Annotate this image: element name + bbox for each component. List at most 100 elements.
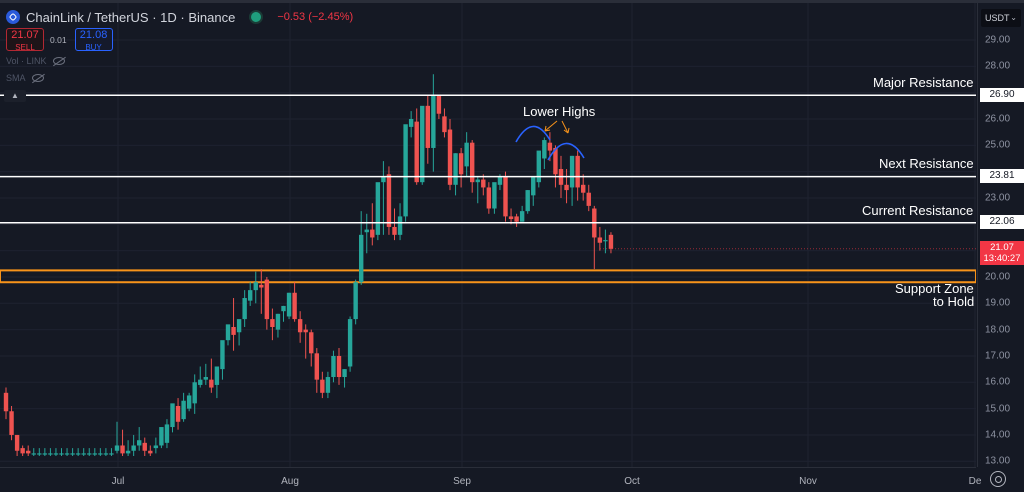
- candle-down: [608, 234, 614, 249]
- candle-up: [286, 292, 292, 317]
- eye-hidden-icon[interactable]: [31, 74, 44, 82]
- sell-label: SELL: [15, 43, 35, 52]
- candle-down: [458, 153, 464, 175]
- currency-selector[interactable]: USDT ⌄: [981, 9, 1021, 27]
- candle-down: [231, 326, 236, 335]
- candle-up: [364, 229, 369, 233]
- candle-down: [553, 147, 558, 175]
- candle-up: [453, 153, 458, 185]
- annotation-support-zone: Support Zone: [895, 281, 974, 296]
- candle-down: [3, 392, 9, 412]
- candle-up: [53, 453, 59, 455]
- candle-up: [497, 176, 503, 185]
- candle-up: [181, 400, 186, 420]
- arrow-head-icon: [563, 127, 570, 134]
- price-tick-label: 26.00: [985, 113, 1011, 125]
- time-axis[interactable]: Jul Aug Sep Oct Nov De: [0, 467, 981, 492]
- buy-button[interactable]: 21.08 BUY: [74, 28, 113, 52]
- candle-up: [242, 298, 247, 320]
- price-tag-major-resistance: 26.90: [980, 88, 1024, 102]
- candle-up: [420, 105, 425, 183]
- candle-up: [331, 355, 336, 378]
- candle-down: [386, 174, 392, 227]
- last-price-tag: 21.07 13:40:27: [980, 241, 1024, 265]
- candle-down: [547, 142, 553, 151]
- time-label-sep: Sep: [453, 476, 471, 487]
- spread-value: 0.01: [50, 34, 67, 45]
- candle-down: [20, 448, 25, 454]
- candle-down: [392, 226, 397, 235]
- candle-up: [403, 124, 408, 217]
- symbol-title[interactable]: ChainLink / TetherUS · 1D · Binance: [26, 9, 236, 25]
- indicator-sma[interactable]: SMA: [6, 73, 44, 83]
- candle-up: [225, 324, 231, 341]
- price-tick-label: 25.00: [985, 139, 1011, 151]
- candle-up: [253, 282, 258, 291]
- trade-panel: 21.07 SELL 0.01 21.08 BUY: [6, 28, 113, 52]
- candle-up: [137, 440, 142, 446]
- candle-up: [153, 445, 159, 449]
- candle-up: [75, 453, 81, 455]
- chart-plot-area[interactable]: [0, 3, 976, 467]
- candle-up: [220, 340, 225, 370]
- last-price: 21.07: [990, 242, 1014, 253]
- candle-up: [325, 377, 331, 393]
- candle-up: [342, 369, 347, 378]
- time-label-jul: Jul: [111, 476, 125, 487]
- lower-high-arc-2: [547, 142, 585, 161]
- eye-hidden-icon[interactable]: [52, 57, 65, 65]
- candle-down: [26, 450, 31, 454]
- collapse-legend-button[interactable]: ▲: [4, 90, 26, 102]
- arrow-icon: [561, 120, 569, 134]
- candle-up: [92, 453, 97, 455]
- candle-up: [70, 453, 75, 455]
- candle-up: [48, 453, 53, 455]
- price-tag-next-resistance: 23.81: [980, 169, 1024, 183]
- symbol-legend[interactable]: ChainLink / TetherUS · 1D · Binance −0.5…: [6, 8, 353, 26]
- candle-up: [603, 240, 608, 242]
- candle-up: [475, 179, 480, 183]
- candle-up: [203, 377, 208, 380]
- candle-up: [542, 140, 547, 159]
- candle-up: [131, 445, 136, 451]
- annotation-support-zone-line2: to Hold: [933, 294, 975, 309]
- candlestick-chart[interactable]: [0, 3, 976, 467]
- candle-down: [597, 237, 603, 243]
- candle-up: [275, 313, 281, 330]
- candle-down: [270, 319, 275, 327]
- settings-gear-icon[interactable]: [990, 471, 1006, 487]
- indicator-volume[interactable]: Vol · LINK: [6, 56, 65, 66]
- candle-down: [336, 355, 342, 378]
- candle-down: [486, 187, 492, 209]
- candle-down: [309, 332, 314, 354]
- candle-down: [320, 379, 325, 393]
- candle-down: [120, 445, 125, 454]
- candle-down: [581, 184, 586, 193]
- market-open-status-icon: [251, 12, 262, 22]
- price-tick-label: 20.00: [985, 271, 1011, 283]
- candle-up: [42, 453, 48, 455]
- candle-up: [381, 176, 386, 183]
- candle-up: [248, 290, 253, 301]
- candle-up: [347, 319, 353, 367]
- candle-up: [159, 427, 164, 446]
- sell-button[interactable]: 21.07 SELL: [6, 28, 44, 52]
- candle-down: [259, 284, 264, 288]
- currency-label: USDT: [985, 13, 1010, 23]
- candle-down: [442, 116, 447, 133]
- price-tick-label: 19.00: [985, 297, 1011, 309]
- candle-up: [109, 453, 114, 455]
- candle-up: [59, 453, 64, 455]
- candle-down: [14, 434, 20, 451]
- price-axis[interactable]: USDT ⌄ 29.00 28.00 26.00 25.00 23.00 20.00 19.…: [977, 3, 1024, 467]
- candle-up: [98, 453, 103, 455]
- candle-down: [586, 192, 591, 206]
- buy-label: BUY: [85, 43, 102, 52]
- price-tick-label: 23.00: [985, 192, 1011, 204]
- candle-down: [425, 105, 430, 148]
- candle-up: [64, 453, 70, 455]
- buy-price: 21.08: [79, 29, 108, 41]
- arrow-icon: [544, 120, 558, 132]
- candle-up: [519, 211, 525, 222]
- candle-down: [370, 229, 375, 238]
